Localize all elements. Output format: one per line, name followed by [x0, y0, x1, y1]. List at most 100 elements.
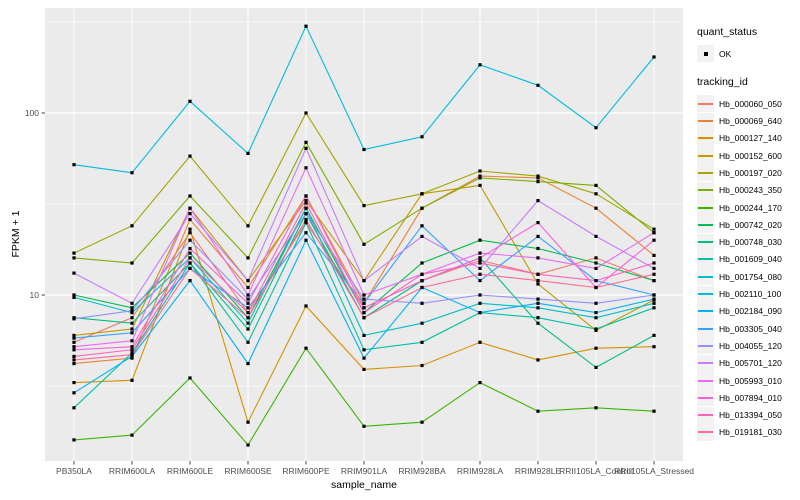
data-point [594, 261, 598, 265]
legend-item-Hb_005993_010: Hb_005993_010 [697, 372, 799, 390]
data-point [536, 297, 540, 301]
data-point [130, 321, 134, 325]
data-point [362, 311, 366, 315]
data-point [594, 234, 598, 238]
data-point [594, 327, 598, 331]
data-point [362, 204, 366, 208]
legend-item-Hb_003305_040: Hb_003305_040 [697, 320, 799, 338]
data-point [304, 221, 308, 225]
data-point [246, 327, 250, 331]
data-point [72, 358, 76, 362]
data-point [246, 293, 250, 297]
legend-key-box [697, 337, 714, 355]
legend-key-box [697, 285, 714, 303]
data-point [594, 365, 598, 369]
legend-key-box [697, 354, 714, 372]
data-point [130, 339, 134, 343]
data-point [652, 55, 656, 59]
data-point [72, 438, 76, 442]
legend-color-line-icon [698, 362, 713, 365]
data-point [246, 297, 250, 301]
data-point [536, 176, 540, 180]
data-point [130, 316, 134, 320]
legend-key-box [697, 320, 714, 338]
legend-item-Hb_000069_640: Hb_000069_640 [697, 112, 799, 130]
data-point [594, 206, 598, 210]
legend-item-label: Hb_000243_350 [719, 185, 782, 196]
data-point [72, 391, 76, 395]
data-point [594, 279, 598, 283]
data-point [594, 183, 598, 187]
data-point [188, 256, 192, 260]
data-point [130, 348, 134, 352]
data-point [420, 363, 424, 368]
legend-item-Hb_000244_170: Hb_000244_170 [697, 199, 799, 217]
x-tick-label: RRIM928LA [456, 466, 504, 476]
data-point [188, 99, 192, 103]
data-point [246, 151, 250, 155]
data-point [130, 331, 134, 335]
data-point [130, 378, 134, 382]
data-point [478, 266, 482, 270]
data-point [188, 154, 192, 158]
data-point [130, 354, 134, 358]
y-tick-label: 10 [29, 289, 39, 300]
data-point [420, 420, 424, 424]
legend-item-Hb_001754_080: Hb_001754_080 [697, 268, 799, 286]
legend-item-label: Hb_005993_010 [719, 375, 782, 386]
data-point [594, 316, 598, 320]
legend-item-label: Hb_001754_080 [719, 271, 782, 282]
data-point [594, 266, 598, 270]
legend-item-Hb_000742_020: Hb_000742_020 [697, 216, 799, 234]
data-point [536, 199, 540, 203]
data-point [478, 251, 482, 255]
data-point [478, 183, 482, 187]
legend-key-box [697, 233, 714, 251]
data-point [420, 234, 424, 238]
data-point [594, 406, 598, 410]
legend-color-line-icon [698, 137, 713, 140]
data-point [246, 279, 250, 283]
data-point [652, 261, 656, 265]
legend-item-label: Hb_002110_100 [719, 289, 782, 300]
data-point [304, 166, 308, 170]
data-point [536, 246, 540, 251]
legend: quant_status OK tracking_id Hb_000060_05… [697, 26, 799, 441]
data-point [478, 340, 482, 344]
legend-item-Hb_005701_120: Hb_005701_120 [697, 354, 799, 372]
legend-color-line-icon [698, 241, 713, 244]
data-point [72, 271, 76, 275]
data-point [536, 279, 540, 283]
data-point [594, 256, 598, 260]
data-point [362, 424, 366, 428]
legend-item-label: Hb_000152_600 [719, 150, 782, 161]
legend-key-box [697, 268, 714, 286]
data-point [246, 285, 250, 290]
legend-key-box [697, 389, 714, 407]
legend-color-line-icon [698, 258, 713, 261]
x-tick-label: RRIM600LA [108, 466, 156, 476]
legend-item-Hb_019181_030: Hb_019181_030 [697, 423, 799, 441]
data-point [536, 234, 540, 238]
legend-title-tracking-id: tracking_id [697, 76, 748, 89]
data-point [304, 146, 308, 150]
legend-color-line-icon [698, 396, 713, 399]
legend-color-line-icon [698, 431, 713, 434]
x-tick-label: RRIM600SE [224, 466, 272, 476]
data-point [652, 297, 656, 301]
data-point [188, 238, 192, 242]
data-point [536, 282, 540, 286]
legend-key-box [697, 164, 714, 182]
data-point [594, 301, 598, 305]
data-point [478, 256, 482, 260]
data-point [246, 301, 250, 305]
data-point [188, 212, 192, 216]
x-tick-label: RRII105LA_Control [559, 466, 633, 476]
legend-item-label: Hb_000742_020 [719, 219, 782, 230]
data-point [478, 63, 482, 67]
data-point [478, 293, 482, 297]
legend-color-line-icon [698, 154, 713, 157]
data-point [652, 306, 656, 310]
legend-color-line-icon [698, 206, 713, 209]
